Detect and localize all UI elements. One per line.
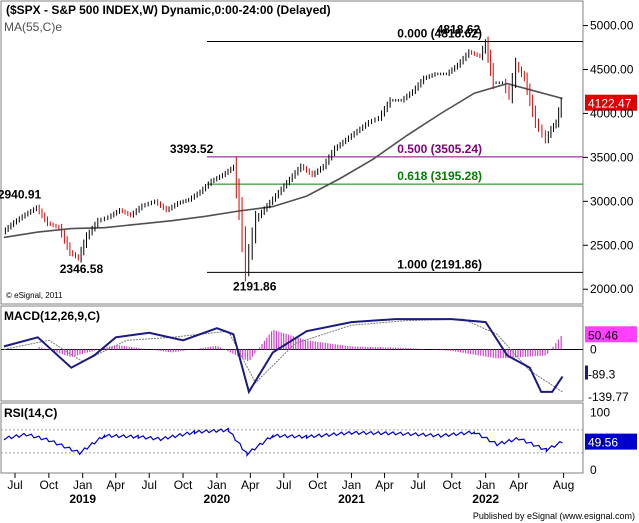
macd-value-label: 50.46	[588, 328, 618, 342]
time-tick-label: Jan	[476, 478, 495, 492]
price-tick-label: 4000.00	[590, 106, 634, 120]
ma-label: MA(55,C)e	[4, 20, 62, 34]
rsi-tick-label: 0	[590, 463, 597, 477]
rsi-tick-label: 50	[590, 434, 604, 448]
rsi-tick-label: 100	[590, 406, 610, 420]
time-tick-label: Aug	[553, 478, 574, 492]
time-tick-label: Oct	[308, 478, 327, 492]
last-price-tag	[585, 94, 637, 111]
source-note: © eSignal, 2011	[6, 291, 63, 300]
year-label: 2020	[204, 492, 231, 506]
fib-level-label: 0.500 (3505.24)	[397, 142, 482, 156]
fib-level-label: 1.000 (2191.86)	[397, 257, 482, 271]
time-tick-label: Jan	[207, 478, 226, 492]
time-tick-label: Jul	[7, 478, 22, 492]
time-tick-label: Apr	[375, 478, 394, 492]
macd-line	[3, 318, 564, 395]
macd-line-marker	[585, 365, 588, 380]
time-tick-label: Apr	[509, 478, 528, 492]
time-tick-label: Jul	[142, 478, 157, 492]
time-tick-label: Jan	[342, 478, 361, 492]
time-tick-label: Jul	[410, 478, 425, 492]
time-tick-label: Apr	[106, 478, 125, 492]
macd-label: MACD(12,26,9,C)	[4, 309, 100, 323]
time-tick-label: Oct	[174, 478, 193, 492]
price-annotation: 4818.62	[437, 23, 481, 37]
fib-level-label: 0.618 (3195.28)	[397, 169, 482, 183]
series-layer	[3, 36, 637, 458]
macd-value-label: -139.77	[588, 390, 629, 404]
price-tick-label: 4500.00	[590, 63, 634, 77]
price-annotation: 2191.86	[233, 279, 277, 293]
time-tick-label: Apr	[241, 478, 260, 492]
price-tick-label: 5000.00	[590, 19, 634, 33]
rsi-pane	[0, 402, 584, 474]
time-tick-label: Oct	[442, 478, 461, 492]
rsi-label: RSI(14,C)	[4, 406, 57, 420]
publisher-credit: Published by eSignal (www.esignal.com)	[473, 511, 635, 521]
last-price-label: 4122.47	[588, 97, 632, 111]
year-label: 2021	[338, 492, 365, 506]
macd-zero-label: 0	[590, 342, 597, 356]
macd-value-label: -89.3	[588, 368, 616, 382]
price-annotation: 2346.58	[60, 262, 104, 276]
rsi-value-label: 49.56	[588, 436, 618, 450]
rsi-value-tag	[585, 433, 637, 450]
grid-layer	[1, 25, 588, 478]
time-tick-label: Jan	[73, 478, 92, 492]
price-tick-label: 2000.00	[590, 282, 634, 296]
chart-title: ($SPX - S&P 500 INDEX,W) Dynamic,0:00-24…	[6, 3, 331, 17]
price-tick-label: 3000.00	[590, 194, 634, 208]
price-annotation: 2940.91	[0, 188, 42, 202]
year-label: 2022	[472, 492, 499, 506]
macd-value-tag	[585, 326, 637, 343]
price-tick-label: 2500.00	[590, 238, 634, 252]
rsi-line	[3, 427, 563, 458]
price-pane	[0, 0, 584, 305]
time-tick-label: Jul	[276, 478, 291, 492]
price-annotation: 3393.52	[170, 142, 214, 156]
ma-line	[3, 82, 563, 239]
price-tick-label: 3500.00	[590, 150, 634, 164]
year-label: 2019	[69, 492, 96, 506]
fib-level-label: 0.000 (4818.62)	[397, 27, 482, 41]
time-tick-label: Oct	[40, 478, 59, 492]
labels-layer: 5000.00 4500.00 4000.00 3500.00 3000.00 2500.…	[0, 19, 634, 506]
